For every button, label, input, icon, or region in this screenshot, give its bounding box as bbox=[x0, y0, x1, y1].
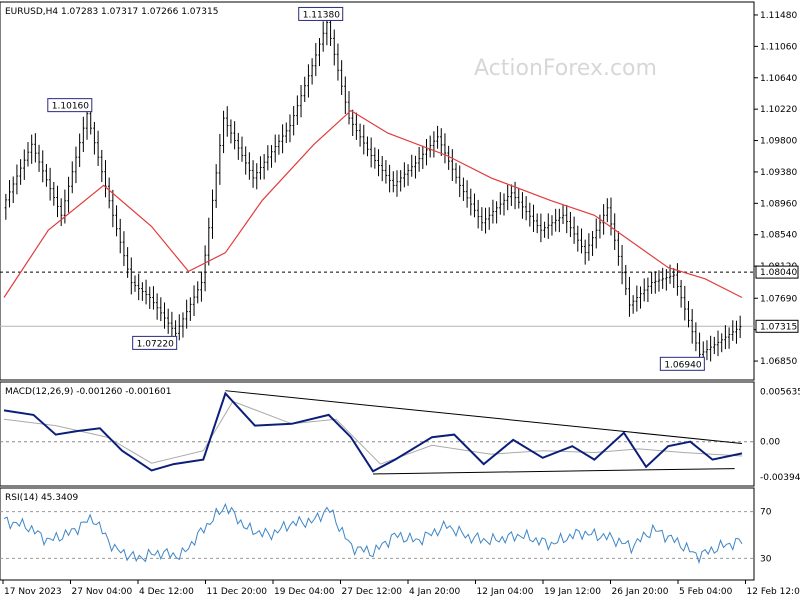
time-tick-label: 4 Dec 12:00 bbox=[139, 587, 194, 597]
time-tick-label: 27 Dec 12:00 bbox=[342, 587, 403, 597]
time-tick-label: 4 Jan 20:00 bbox=[409, 587, 461, 597]
time-tick-label: 17 Nov 2023 bbox=[4, 587, 62, 597]
macd-tick-label: -0.003949 bbox=[760, 473, 800, 483]
price-tick-label: 1.11480 bbox=[760, 11, 797, 21]
price-tick-label: 1.08540 bbox=[760, 231, 797, 241]
macd-tick-label: 0.005635 bbox=[760, 387, 800, 397]
price-tick-label: 1.10220 bbox=[760, 105, 797, 115]
time-tick-label: 11 Dec 20:00 bbox=[207, 587, 268, 597]
time-tick-label: 12 Jan 04:00 bbox=[477, 587, 534, 597]
time-tick-label: 27 Nov 04:00 bbox=[72, 587, 133, 597]
rsi-tick-label: 70 bbox=[760, 508, 772, 518]
price-tick-label: 1.09380 bbox=[760, 168, 797, 178]
price-annotation-box bbox=[132, 335, 178, 350]
time-tick-label: 26 Jan 20:00 bbox=[612, 587, 669, 597]
rsi-label: RSI(14) 45.3409 bbox=[5, 493, 78, 503]
price-annotation-label: 1.06940 bbox=[664, 360, 701, 370]
price-tick-label: 1.06850 bbox=[760, 357, 797, 367]
rsi-tick-label: 30 bbox=[760, 554, 772, 564]
price-annotation-label: 1.11380 bbox=[303, 10, 340, 20]
rsi-panel-frame bbox=[0, 487, 755, 581]
price-tick-label: 1.07690 bbox=[760, 294, 797, 304]
moving-average-line bbox=[3, 109, 743, 299]
time-tick-label: 19 Jan 12:00 bbox=[544, 587, 601, 597]
price-tick-label: 1.08960 bbox=[760, 199, 797, 209]
price-annotation-label: 1.07220 bbox=[137, 339, 174, 349]
macd-signal-line bbox=[3, 400, 743, 465]
symbol-header: EURUSD,H4 1.07283 1.07317 1.07266 1.0731… bbox=[5, 7, 218, 17]
price-tick-label: 1.09800 bbox=[760, 137, 797, 147]
price-annotation-box bbox=[47, 98, 93, 113]
macd-line bbox=[3, 391, 743, 473]
time-tick-label: 19 Dec 04:00 bbox=[274, 587, 335, 597]
price-annotation-box bbox=[298, 6, 344, 21]
price-tick-label: 1.11060 bbox=[760, 42, 797, 52]
current-price-tag-box bbox=[755, 319, 799, 333]
macd-label: MACD(12,26,9) -0.001260 -0.001601 bbox=[5, 387, 171, 397]
macd-trendline bbox=[372, 468, 735, 475]
macd-tick-label: 0.00 bbox=[760, 438, 780, 448]
watermark: ActionForex.com bbox=[474, 56, 657, 81]
resistance-price-tag: 1.08040 bbox=[760, 268, 797, 278]
rsi-line bbox=[3, 502, 743, 565]
main-panel-frame bbox=[0, 1, 755, 381]
resistance-price-tag-box bbox=[755, 265, 799, 279]
price-tick-label: 1.10640 bbox=[760, 74, 797, 84]
time-tick-label: 5 Feb 04:00 bbox=[679, 587, 733, 597]
current-price-tag: 1.07315 bbox=[760, 322, 797, 332]
price-annotation-label: 1.10160 bbox=[52, 102, 89, 112]
time-tick-label: 12 Feb 12:00 bbox=[747, 587, 800, 597]
price-annotation-box bbox=[659, 356, 705, 371]
macd-trendline bbox=[225, 390, 743, 445]
